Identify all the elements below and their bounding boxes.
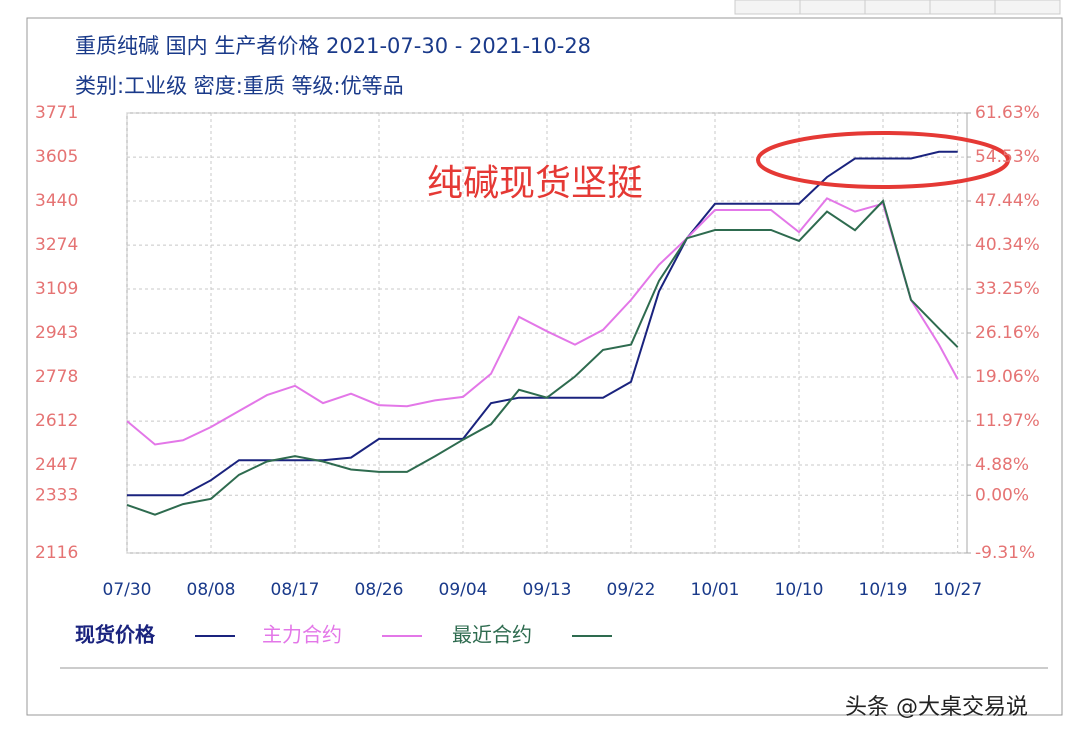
x-tick-label: 08/26 [355,580,404,600]
chart-subtitle: 类别:工业级 密度:重质 等级:优等品 [75,74,404,98]
x-tick-label: 10/10 [775,580,824,600]
frame [26,17,1063,716]
x-tick-label: 09/04 [439,580,488,600]
x-tick-label: 10/19 [859,580,908,600]
toolbar-button[interactable] [994,0,1061,15]
legend-label: 最近合约 [452,623,532,647]
toolbar-button[interactable] [734,0,801,15]
y-tick-label: 3109 [35,279,78,299]
y-tick-label: 3440 [35,191,78,211]
y2-tick-label: 47.44% [975,191,1040,211]
y2-tick-label: 0.00% [975,485,1029,505]
x-tick-label: 09/13 [523,580,572,600]
y2-tick-label: 40.34% [975,235,1040,255]
y-tick-label: 2447 [35,455,78,475]
y2-tick-label: -9.31% [975,543,1035,563]
y-tick-label: 2943 [35,323,78,343]
y-tick-label: 2116 [35,543,78,563]
y-tick-label: 2778 [35,367,78,387]
annotation: 纯碱现货坚挺 [427,163,643,204]
y-tick-label: 3605 [35,147,78,167]
y2-tick-label: 19.06% [975,367,1040,387]
y-tick-label: 2333 [35,485,78,505]
x-tick-label: 08/08 [187,580,236,600]
x-tick-label: 08/17 [271,580,320,600]
y-tick-label: 2612 [35,411,78,431]
y2-tick-label: 33.25% [975,279,1040,299]
series-line [126,197,959,446]
y-tick-label: 3771 [35,103,78,123]
toolbar-button[interactable] [864,0,931,15]
watermark: 头条 @大桌交易说 [845,695,1028,720]
y2-tick-label: 54.53% [975,147,1040,167]
y2-tick-label: 61.63% [975,103,1040,123]
x-tick-label: 07/30 [103,580,152,600]
legend-label: 现货价格 [75,623,156,647]
x-tick-label: 10/27 [933,580,982,600]
x-tick-label: 09/22 [607,580,656,600]
y2-tick-label: 26.16% [975,323,1040,343]
x-tick-label: 10/01 [691,580,740,600]
legend-label: 主力合约 [262,623,342,647]
toolbar-button[interactable] [799,0,866,15]
series-line [126,199,959,516]
y2-tick-label: 11.97% [975,411,1040,431]
y-tick-label: 3274 [35,235,78,255]
chart-title: 重质纯碱 国内 生产者价格 2021-07-30 - 2021-10-28 [75,34,591,58]
toolbar-button[interactable] [929,0,996,15]
highlight-ellipse [756,131,1010,189]
y2-tick-label: 4.88% [975,455,1029,475]
